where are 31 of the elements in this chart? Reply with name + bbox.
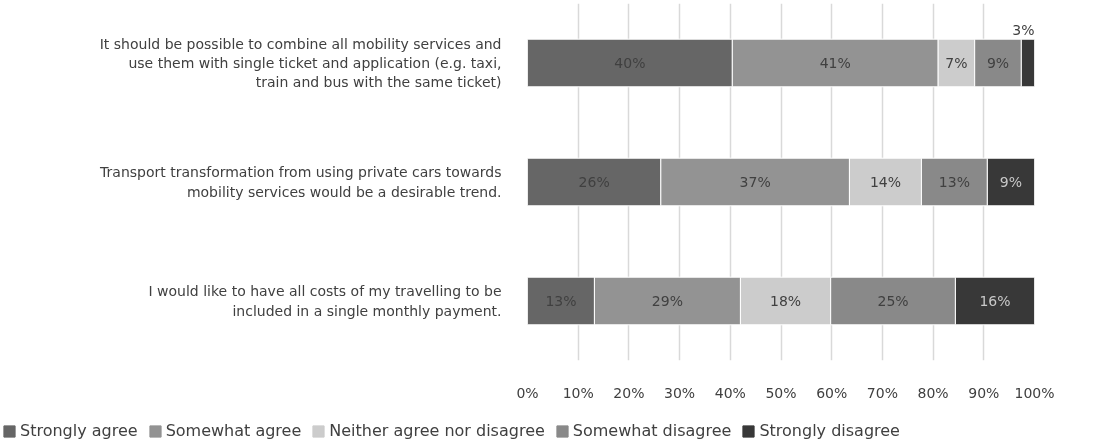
x-tick-label: 20%: [613, 384, 645, 401]
data-label: 13%: [938, 174, 970, 190]
x-tick-label: 70%: [866, 384, 898, 401]
y-tick-label: It should be possible to combine all mobility services and use them with single ticket and application (e.g. taxi, train and bus with the same ticket): [99, 35, 502, 91]
legend-label: Strongly disagree: [759, 421, 900, 440]
data-label: 18%: [770, 293, 802, 309]
legend-label: Neither agree nor disagree: [329, 421, 545, 440]
x-tick-label: 100%: [1014, 384, 1055, 401]
legend-label: Somewhat agree: [165, 421, 302, 440]
data-label: 25%: [877, 293, 909, 309]
x-tick-label: 30%: [664, 384, 696, 401]
data-label: 9%: [999, 174, 1023, 190]
legend-label: Strongly agree: [20, 421, 138, 440]
legend-label: Somewhat disagree: [572, 421, 732, 440]
data-label: 14%: [869, 174, 902, 190]
x-tick-label: 50%: [765, 384, 797, 401]
x-tick-label: 90%: [968, 384, 1000, 401]
data-label: 16%: [979, 293, 1011, 309]
x-tick-label: 80%: [917, 384, 949, 401]
x-tick-label: 0%: [516, 384, 539, 401]
data-label: 41%: [819, 55, 851, 71]
y-tick-label: I would like to have all costs of my travelling to be included in a single monthly payment.: [148, 283, 502, 319]
data-label: 3%: [1012, 22, 1035, 38]
y-tick-label: Transport transformation from using private cars towards mobility services would be a desirable trend.: [99, 164, 502, 200]
data-label: 29%: [651, 293, 683, 309]
x-tick-label: 40%: [714, 384, 746, 401]
data-label: 37%: [739, 174, 771, 190]
x-tick-label: 60%: [816, 384, 848, 401]
data-label: 7%: [945, 55, 968, 71]
x-tick-label: 10%: [562, 384, 594, 401]
data-label: 9%: [986, 55, 1010, 71]
